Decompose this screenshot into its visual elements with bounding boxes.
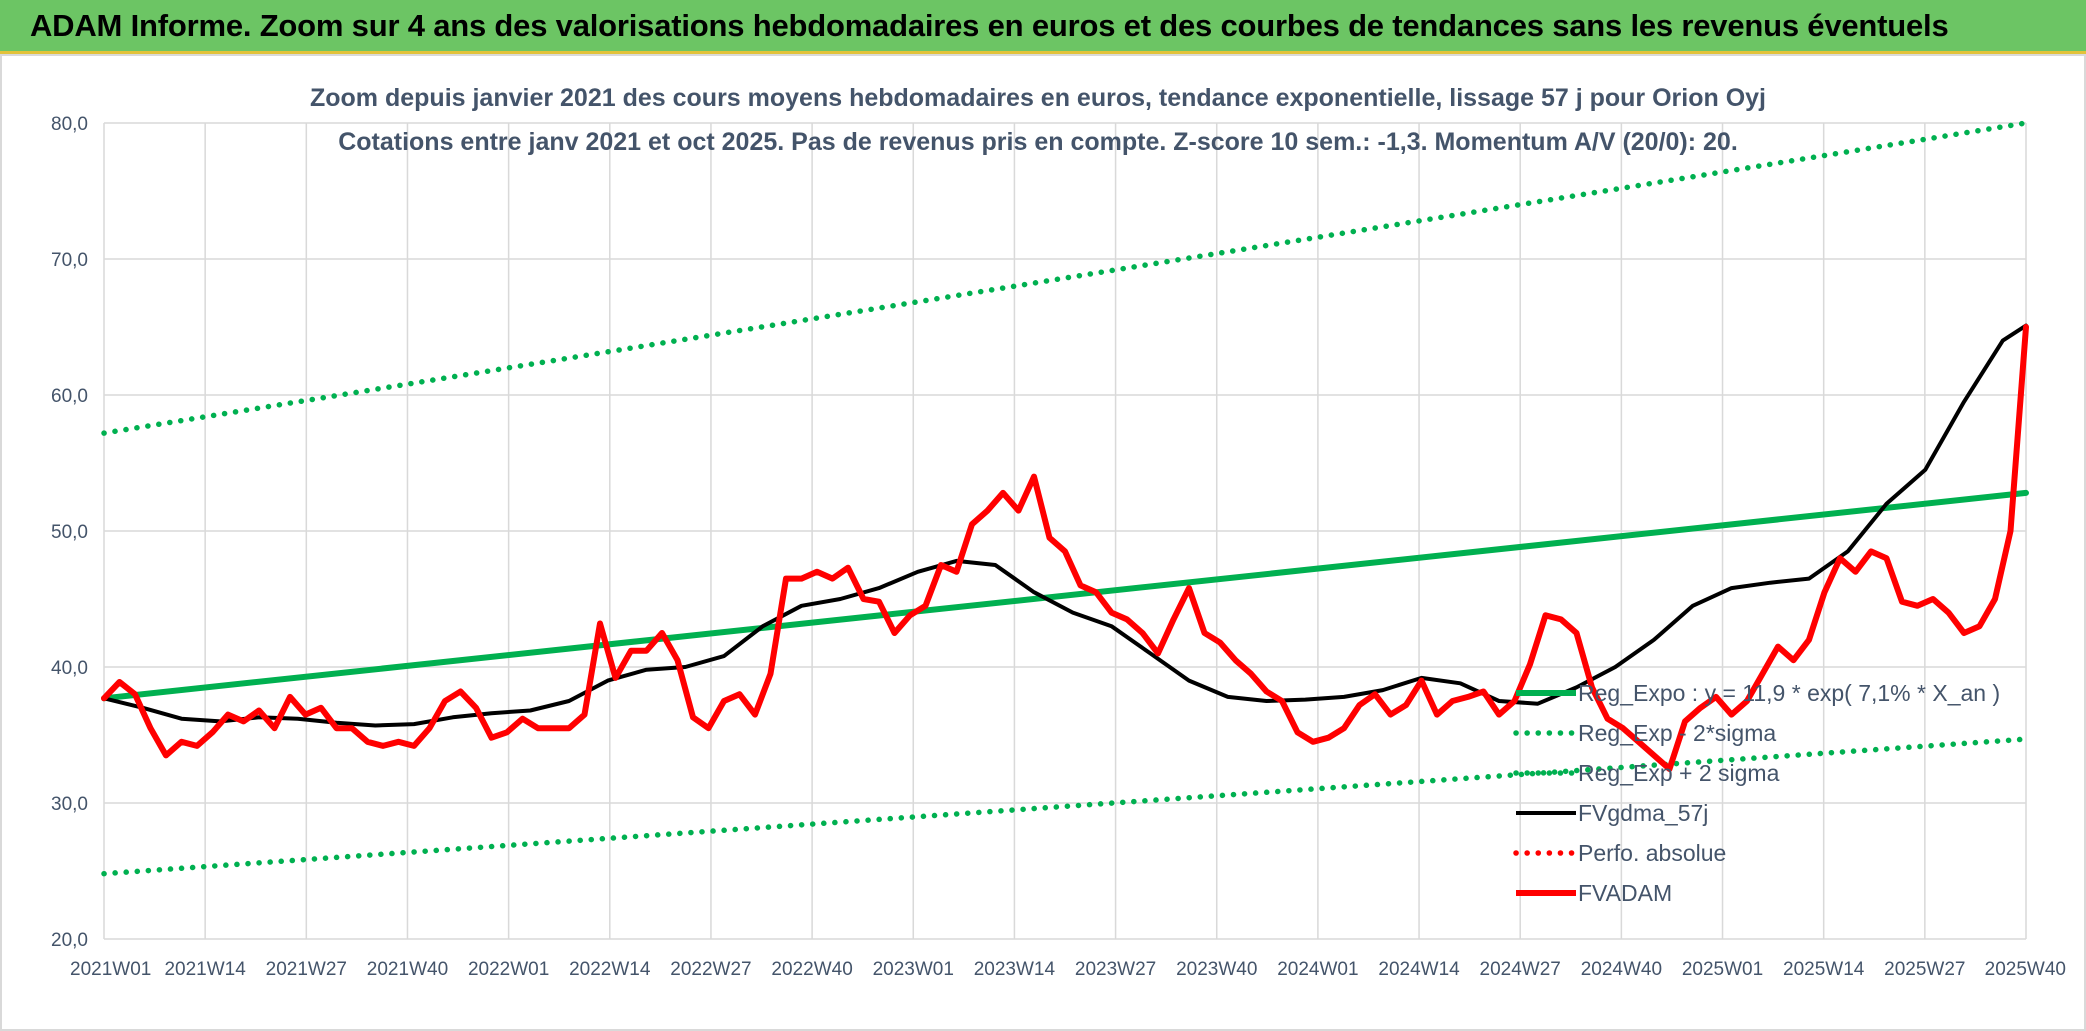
x-tick-label: 2025W40 <box>1985 959 2066 980</box>
chart-legend: Reg_Expo : y = 11,9 * exp( 7,1% * X_an )… <box>1513 680 2000 906</box>
x-tick-label: 2021W01 <box>70 959 151 980</box>
x-tick-label: 2024W14 <box>1378 959 1460 980</box>
y-tick-label: 30,0 <box>51 794 88 815</box>
x-tick-label: 2021W40 <box>367 959 448 980</box>
legend-label-reg_plus: Reg_Exp + 2 sigma <box>1578 760 1780 786</box>
series-reg_minus <box>101 736 2029 877</box>
x-tick-label: 2025W01 <box>1682 959 1763 980</box>
x-tick-label: 2022W14 <box>569 959 651 980</box>
legend-label-fvgdma: FVgdma_57j <box>1578 800 1708 826</box>
x-tick-label: 2024W01 <box>1277 959 1358 980</box>
y-tick-label: 60,0 <box>51 386 88 407</box>
legend-label-reg_expo: Reg_Expo : y = 11,9 * exp( 7,1% * X_an ) <box>1578 680 2000 706</box>
x-tick-label: 2025W14 <box>1783 959 1865 980</box>
series-reg_expo <box>101 489 2029 702</box>
series-reg_plus <box>101 120 2029 436</box>
y-tick-label: 70,0 <box>51 250 88 271</box>
y-tick-label: 80,0 <box>51 114 88 135</box>
report-title: ADAM Informe. Zoom sur 4 ans des valoris… <box>30 8 1949 43</box>
y-tick-label: 50,0 <box>51 522 88 543</box>
legend-label-perfo: Perfo. absolue <box>1578 840 1726 866</box>
chart-subtitle-line1: Zoom depuis janvier 2021 des cours moyen… <box>310 84 1766 112</box>
x-tick-label: 2022W40 <box>771 959 852 980</box>
x-tick-label: 2021W27 <box>266 959 347 980</box>
y-tick-label: 40,0 <box>51 658 88 679</box>
y-axis-ticks: 20,0 30,0 40,0 50,0 60,0 70,0 80,0 <box>51 114 88 951</box>
x-tick-label: 2023W27 <box>1075 959 1156 980</box>
x-tick-label: 2022W27 <box>670 959 751 980</box>
grid-lines <box>103 122 2027 940</box>
x-tick-label: 2024W27 <box>1480 959 1561 980</box>
series-fvadam <box>101 324 2029 772</box>
x-tick-label: 2023W01 <box>873 959 954 980</box>
chart-series <box>101 120 2029 877</box>
x-tick-label: 2023W14 <box>974 959 1056 980</box>
report-banner: ADAM Informe. Zoom sur 4 ans des valoris… <box>0 0 2086 54</box>
x-tick-label: 2023W40 <box>1176 959 1257 980</box>
chart-subtitle-line2: Cotations entre janv 2021 et oct 2025. P… <box>338 128 1738 156</box>
x-tick-label: 2025W27 <box>1884 959 1965 980</box>
legend-label-fvadam: FVADAM <box>1578 880 1672 906</box>
x-tick-label: 2021W14 <box>164 959 246 980</box>
x-axis-ticks: 2021W01 2021W14 2021W27 2021W40 2022W01 2022W… <box>70 959 2066 980</box>
legend-label-reg_minus: Reg_Exp - 2*sigma <box>1578 720 1776 746</box>
chart-frame <box>0 54 2086 1031</box>
series-fvgdma <box>102 323 2028 728</box>
x-tick-label: 2024W40 <box>1581 959 1662 980</box>
y-tick-label: 20,0 <box>51 930 88 951</box>
x-tick-label: 2022W01 <box>468 959 549 980</box>
